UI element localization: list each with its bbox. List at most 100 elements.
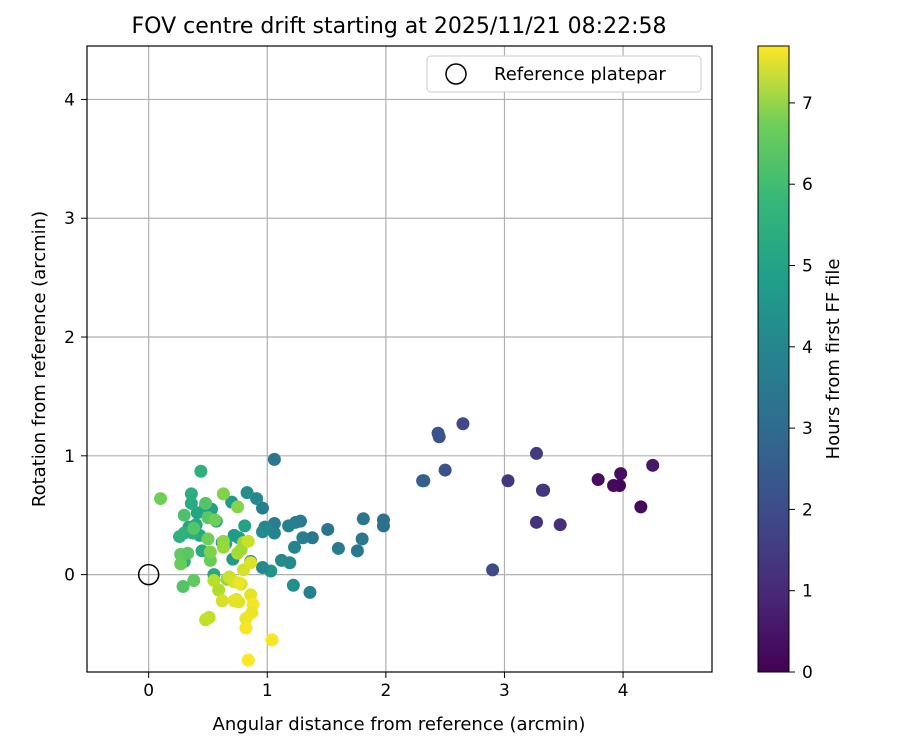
data-point [274, 553, 288, 567]
data-point [431, 426, 445, 440]
data-point [553, 518, 567, 532]
data-point [288, 540, 302, 554]
colorbar-tick-label: 1 [802, 582, 813, 602]
data-point [250, 492, 264, 506]
data-point [529, 446, 543, 460]
data-point [331, 541, 345, 555]
data-point [216, 487, 230, 501]
x-tick-label: 3 [499, 681, 510, 701]
colorbar-tick-label: 2 [802, 500, 813, 520]
data-point [614, 467, 628, 481]
data-point [184, 496, 198, 510]
data-point [227, 594, 241, 608]
chart-title: FOV centre drift starting at 2025/11/21 … [132, 14, 667, 39]
data-point [187, 521, 201, 535]
data-point [201, 532, 215, 546]
data-point [355, 532, 369, 546]
y-tick-label: 0 [64, 566, 75, 586]
data-point [187, 574, 201, 588]
legend-label: Reference platepar [494, 64, 666, 85]
data-point [239, 621, 253, 635]
legend: Reference platepar [426, 55, 702, 93]
colorbar-tick-label: 6 [802, 175, 813, 195]
data-point [238, 519, 252, 533]
data-point [202, 610, 216, 624]
data-point [535, 483, 549, 497]
data-point [607, 479, 621, 493]
data-point [232, 576, 246, 590]
data-point [194, 464, 208, 478]
data-point [231, 500, 245, 514]
data-point [199, 496, 213, 510]
plot-frame [86, 45, 713, 673]
data-point [296, 531, 310, 545]
data-point [203, 545, 217, 559]
data-point [501, 474, 515, 488]
data-point [177, 508, 191, 522]
data-point [173, 530, 187, 544]
data-point [321, 522, 335, 536]
data-point [591, 473, 605, 487]
data-point [174, 557, 188, 571]
data-point [256, 560, 270, 574]
data-point [486, 563, 500, 577]
data-point [256, 525, 270, 539]
data-point [267, 452, 281, 466]
data-point [456, 417, 470, 431]
colorbar-gradient [757, 45, 790, 673]
plot-area [87, 46, 712, 672]
y-axis-ticks: 0 1 2 3 4 [64, 90, 87, 586]
y-tick-label: 4 [64, 90, 75, 110]
y-tick-label: 1 [64, 447, 75, 467]
data-point [190, 506, 204, 520]
data-point [265, 633, 279, 647]
data-point [305, 531, 319, 545]
data-point [244, 556, 258, 570]
data-point [376, 519, 390, 533]
data-point [286, 578, 300, 592]
data-point [227, 528, 241, 542]
colorbar-tick-label: 7 [802, 94, 813, 114]
legend-box [426, 55, 702, 93]
colorbar-tick-label: 5 [802, 257, 813, 277]
data-point [241, 653, 255, 667]
data-point [350, 544, 364, 558]
x-tick-label: 1 [262, 681, 273, 701]
data-point [646, 458, 660, 472]
legend-marker [445, 63, 467, 85]
x-tick-label: 2 [380, 681, 391, 701]
data-point [240, 486, 254, 500]
colorbar-label: Hours from first FF file [823, 259, 844, 460]
data-point [241, 534, 255, 548]
x-tick-label: 0 [143, 681, 154, 701]
data-point [417, 474, 431, 488]
data-point [184, 487, 198, 501]
colorbar: 0 1 2 3 4 5 6 7 Hours from first FF file [757, 45, 844, 683]
data-point [212, 583, 226, 597]
data-point [215, 594, 229, 608]
x-tick-label: 4 [618, 681, 629, 701]
x-axis-label: Angular distance from reference (arcmin) [213, 714, 586, 735]
data-point [438, 463, 452, 477]
colorbar-tick-label: 4 [802, 338, 813, 358]
data-point [256, 501, 270, 515]
data-point [634, 500, 648, 514]
data-point [267, 526, 281, 540]
data-point [282, 519, 296, 533]
data-point [208, 513, 222, 527]
data-points [154, 417, 660, 667]
data-point [245, 606, 259, 620]
x-axis-ticks: 0 1 2 3 4 [143, 672, 628, 701]
colorbar-tick-label: 0 [802, 663, 813, 683]
data-point [176, 579, 190, 593]
data-point [303, 585, 317, 599]
data-point [154, 492, 168, 506]
data-point [356, 512, 370, 526]
y-tick-label: 3 [64, 209, 75, 229]
data-point [181, 546, 195, 560]
colorbar-ticks: 0 1 2 3 4 5 6 7 [789, 94, 813, 683]
colorbar-tick-label: 3 [802, 419, 813, 439]
y-tick-label: 2 [64, 328, 75, 348]
y-axis-label: Rotation from reference (arcmin) [29, 211, 50, 507]
